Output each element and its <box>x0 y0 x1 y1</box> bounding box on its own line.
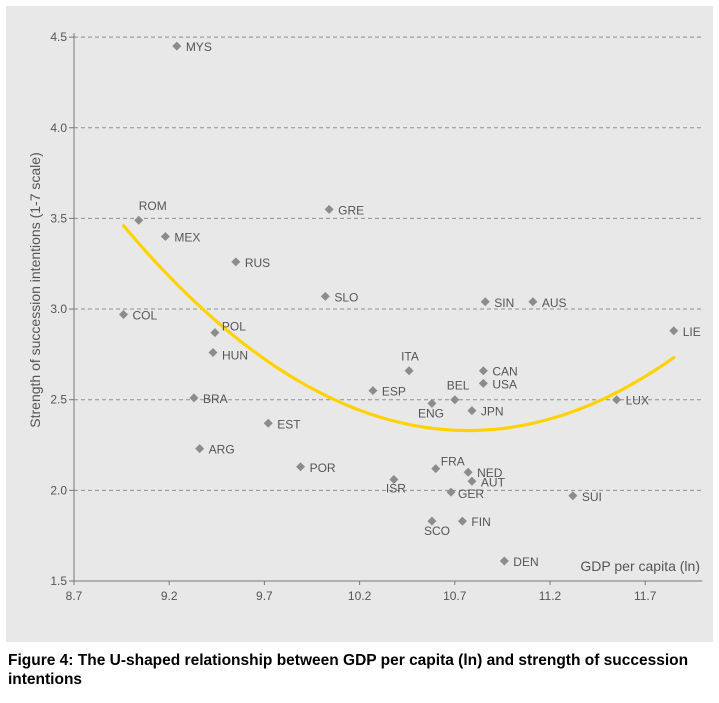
trend-line <box>121 224 676 433</box>
y-tick-label: 4.5 <box>50 30 67 44</box>
data-point-den <box>499 556 509 566</box>
data-point-lie <box>669 326 679 336</box>
axes: 1.5 2.0 2.5 3.0 3.5 4.0 4.5 8.7 9.2 9.7 10.2 10.7 11… <box>50 30 703 603</box>
data-point-usa <box>478 378 488 388</box>
data-point-bel <box>450 395 460 405</box>
y-tick-label: 2.5 <box>50 393 67 407</box>
y-tick-label: 1.5 <box>50 574 67 588</box>
x-tick-label: 11.7 <box>634 589 657 603</box>
data-point-col <box>119 309 129 319</box>
data-points <box>119 41 679 566</box>
x-tick-label: 10.7 <box>443 589 467 603</box>
point-label-den: DEN <box>513 555 538 569</box>
point-label-rus: RUS <box>245 256 270 270</box>
point-label-slo: SLO <box>334 290 358 304</box>
scatter-chart: 1.5 2.0 2.5 3.0 3.5 4.0 4.5 8.7 9.2 9.7 10.2 10.7 11… <box>27 30 703 603</box>
data-point-can <box>478 366 488 376</box>
point-label-mex: MEX <box>174 231 200 245</box>
point-label-arg: ARG <box>209 443 235 457</box>
point-label-aus: AUS <box>542 296 567 310</box>
point-label-mys: MYS <box>186 40 212 54</box>
point-label-usa: USA <box>492 377 517 391</box>
data-point-rom <box>134 215 144 225</box>
data-point-slo <box>320 291 330 301</box>
data-point-sui <box>568 491 578 501</box>
y-tick-label: 2.0 <box>50 483 67 497</box>
data-point-ned <box>463 467 473 477</box>
point-label-bra: BRA <box>203 392 228 406</box>
point-label-lux: LUX <box>626 394 649 408</box>
data-point-ger <box>446 487 456 497</box>
data-point-arg <box>195 444 205 454</box>
data-point-mex <box>160 232 170 242</box>
data-point-esp <box>368 386 378 396</box>
x-tick-label: 9.7 <box>256 589 273 603</box>
data-point-rus <box>231 257 241 267</box>
data-point-mys <box>172 41 182 51</box>
data-point-eng <box>427 398 437 408</box>
point-label-ned: NED <box>477 466 503 480</box>
point-label-esp: ESP <box>382 385 406 399</box>
point-label-sin: SIN <box>494 296 514 310</box>
data-point-aus <box>528 297 538 307</box>
figure-caption: Figure 4: The U-shaped relationship betw… <box>8 652 689 688</box>
y-axis-label: Strength of succession intentions (1-7 s… <box>27 152 43 427</box>
point-label-fin: FIN <box>471 515 490 529</box>
point-label-fra: FRA <box>441 455 465 469</box>
data-point-lux <box>612 395 622 405</box>
data-point-bra <box>189 393 199 403</box>
point-label-rom: ROM <box>139 199 167 213</box>
y-tick-label: 3.0 <box>50 302 67 316</box>
point-label-gre: GRE <box>338 203 364 217</box>
point-label-jpn: JPN <box>481 405 504 419</box>
point-label-isr: ISR <box>386 481 406 495</box>
x-axis-label: GDP per capita (ln) <box>580 558 700 574</box>
point-label-hun: HUN <box>222 349 248 363</box>
data-point-est <box>263 418 273 428</box>
data-point-fin <box>457 516 467 526</box>
point-label-lie: LIE <box>683 325 701 339</box>
point-label-sco: SCO <box>424 524 450 538</box>
chart-panel <box>6 6 713 642</box>
x-tick-label: 11.2 <box>539 589 562 603</box>
data-point-sco <box>427 516 437 526</box>
grid-lines <box>74 36 703 491</box>
data-point-pol <box>210 328 220 338</box>
point-label-can: CAN <box>492 365 517 379</box>
data-point-aut <box>467 476 477 486</box>
point-label-bel: BEL <box>447 379 470 393</box>
data-point-gre <box>324 204 334 214</box>
data-point-fra <box>431 464 441 474</box>
point-label-aut: AUT <box>481 475 506 489</box>
point-label-por: POR <box>310 461 336 475</box>
trend-curve <box>121 224 676 433</box>
data-point-sin <box>480 297 490 307</box>
point-label-col: COL <box>133 308 158 322</box>
point-label-est: EST <box>277 417 301 431</box>
data-point-isr <box>389 474 399 484</box>
point-label-ger: GER <box>458 487 484 501</box>
point-label-sui: SUI <box>582 490 602 504</box>
point-label-eng: ENG <box>418 406 444 420</box>
x-tick-label: 9.2 <box>161 589 178 603</box>
point-label-ita: ITA <box>401 350 419 364</box>
x-tick-label: 8.7 <box>66 589 83 603</box>
data-point-por <box>296 462 306 472</box>
x-tick-label: 10.2 <box>348 589 372 603</box>
data-point-ita <box>404 366 414 376</box>
data-point-hun <box>208 348 218 358</box>
point-label-pol: POL <box>222 320 246 334</box>
y-tick-label: 3.5 <box>50 211 67 225</box>
data-point-jpn <box>467 406 477 416</box>
y-tick-label: 4.0 <box>50 121 67 135</box>
